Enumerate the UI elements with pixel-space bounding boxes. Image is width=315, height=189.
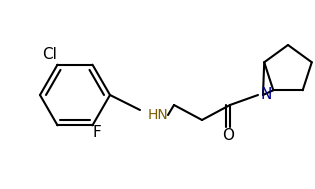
Text: N: N	[260, 88, 272, 102]
Text: O: O	[222, 128, 234, 143]
Text: Cl: Cl	[42, 47, 57, 62]
Text: F: F	[92, 125, 101, 140]
Text: HN: HN	[148, 108, 169, 122]
